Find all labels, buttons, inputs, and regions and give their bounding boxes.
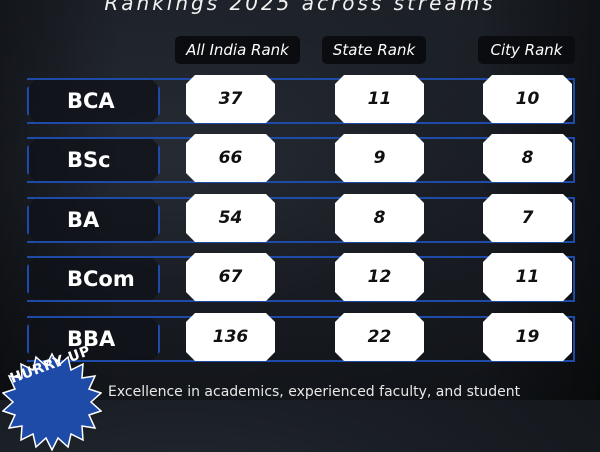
city-rank-cell: 11 [483,253,572,301]
state-rank-cell: 8 [335,194,424,242]
table-row-bsc: BSc 66 9 8 [27,137,575,183]
all-india-rank-cell: 54 [186,194,275,242]
row-frame [27,78,575,124]
row-frame [27,197,575,243]
row-frame [27,256,575,302]
column-header-city-rank: City Rank [478,36,575,64]
all-india-rank-cell: 136 [186,313,275,361]
state-rank-cell: 22 [335,313,424,361]
stream-label: BCom [27,256,160,302]
state-rank-cell: 9 [335,134,424,182]
column-header-all-india-rank: All India Rank [175,36,300,64]
state-rank-cell: 11 [335,75,424,123]
table-row-ba: BA 54 8 7 [27,197,575,243]
city-rank-cell: 10 [483,75,572,123]
city-rank-cell: 7 [483,194,572,242]
table-row-bca: BCA 37 11 10 [27,78,575,124]
stream-label: BSc [27,137,160,183]
all-india-rank-cell: 37 [186,75,275,123]
city-rank-cell: 8 [483,134,572,182]
city-rank-cell: 19 [483,313,572,361]
all-india-rank-cell: 67 [186,253,275,301]
table-row-bba: BBA 136 22 19 [27,316,575,362]
row-frame [27,137,575,183]
state-rank-cell: 12 [335,253,424,301]
column-header-state-rank: State Rank [322,36,426,64]
row-frame [27,316,575,362]
stream-label: BA [27,197,160,243]
stream-label: BBA [27,316,160,362]
stream-label: BCA [27,78,160,124]
page-title: Rankings 2025 across streams [104,0,496,15]
footer-text: Excellence in academics, experienced fac… [108,384,521,400]
all-india-rank-cell: 66 [186,134,275,182]
table-row-bcom: BCom 67 12 11 [27,256,575,302]
